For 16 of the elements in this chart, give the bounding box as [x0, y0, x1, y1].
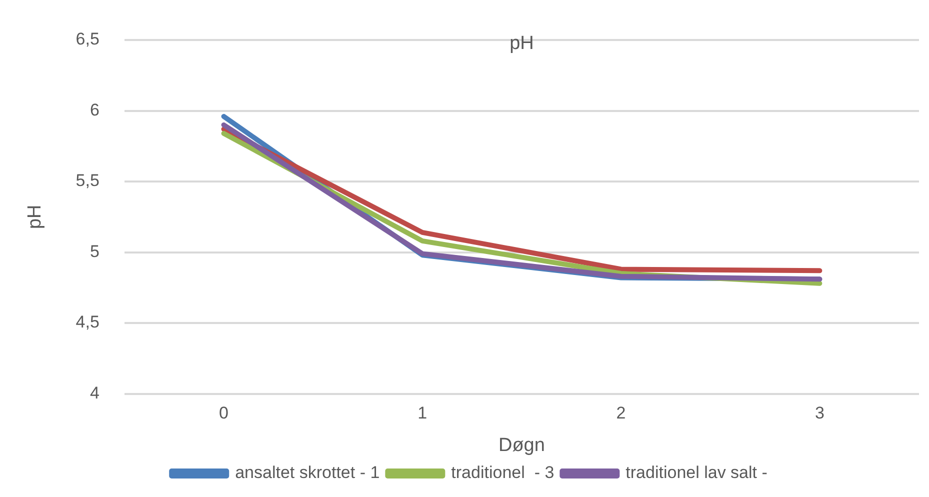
x-tick-label: 0: [219, 404, 228, 423]
x-axis-title: Døgn: [498, 434, 545, 456]
legend-label: ansaltet skrottet - 1: [235, 463, 380, 482]
x-tick-label: 2: [616, 404, 626, 423]
y-axis-title: pH: [24, 204, 46, 230]
x-tick-label: 3: [814, 404, 824, 423]
y-tick-label: 5,5: [76, 171, 100, 190]
y-tick-label: 6: [90, 100, 100, 120]
y-tick-label: 5: [90, 242, 100, 261]
chart-title: pH: [510, 33, 534, 54]
legend-label: traditionel lav salt -: [626, 463, 768, 482]
y-tick-label: 4,5: [76, 312, 100, 332]
y-tick-label: 6,5: [76, 30, 100, 49]
y-tick-label: 4: [90, 383, 100, 402]
legend-label: traditionel - 3: [451, 463, 554, 482]
x-tick-label: 1: [418, 404, 428, 423]
